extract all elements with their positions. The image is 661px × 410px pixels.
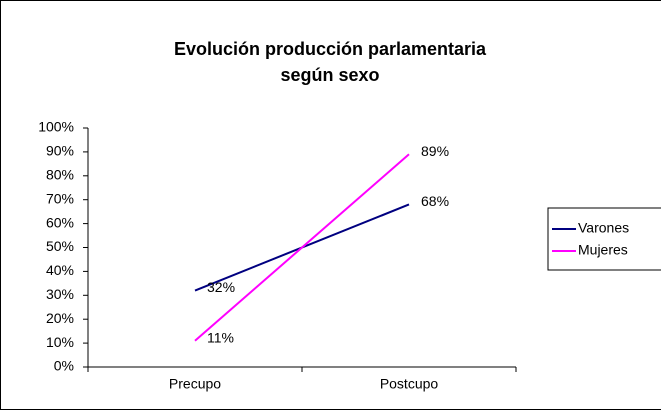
x-tick-label: Postcupo [380, 376, 439, 392]
y-tick-label: 10% [46, 334, 74, 350]
data-line [194, 153, 410, 342]
data-label: 89% [421, 143, 449, 159]
legend-box [547, 207, 661, 271]
y-tick-label: 100% [38, 119, 74, 135]
x-tick-label: Precupo [169, 376, 221, 392]
data-label: 32% [207, 279, 235, 295]
chart-title: Evolución producción parlamentaria [174, 39, 487, 59]
legend-label: Mujeres [578, 242, 628, 258]
y-tick-label: 20% [46, 310, 74, 326]
y-tick-label: 30% [46, 286, 74, 302]
chart-title: según sexo [280, 65, 379, 85]
data-label: 11% [207, 329, 234, 345]
y-tick-label: 60% [46, 214, 74, 230]
legend-label: Varones [578, 220, 629, 236]
y-tick-label: 70% [46, 190, 74, 206]
y-tick-label: 90% [46, 143, 74, 159]
y-tick-label: 50% [46, 238, 74, 254]
y-tick-label: 40% [46, 262, 74, 278]
y-tick-label: 0% [54, 358, 74, 374]
y-tick-label: 80% [46, 167, 74, 183]
data-label: 68% [421, 193, 449, 209]
